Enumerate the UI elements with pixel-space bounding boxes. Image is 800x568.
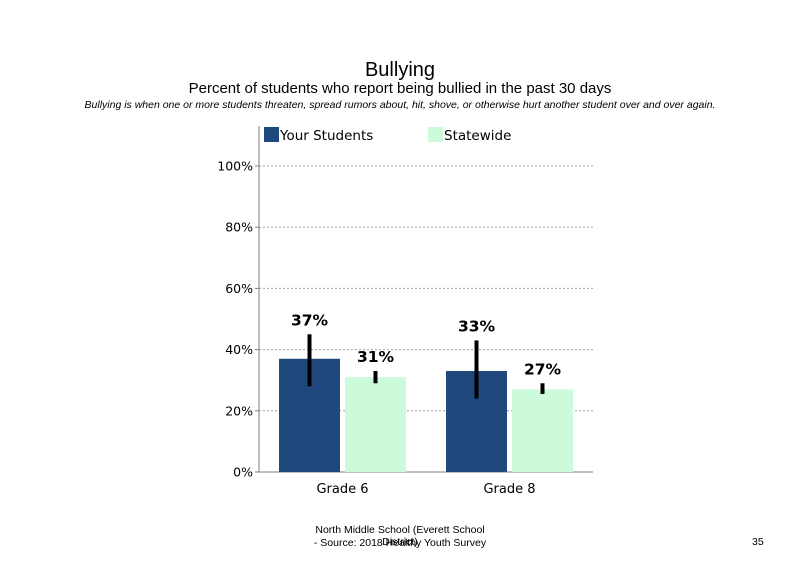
- y-tick-label: 60%: [225, 281, 253, 296]
- data-label: 33%: [458, 317, 496, 335]
- chart-title: Bullying: [364, 59, 436, 81]
- page-number: 35: [752, 536, 764, 548]
- bar: [345, 377, 406, 472]
- x-tick-label: Grade 6: [316, 482, 368, 497]
- legend-swatch: [428, 127, 443, 142]
- y-tick-label: 40%: [225, 342, 253, 357]
- y-tick-label: 100%: [217, 159, 253, 174]
- bar: [512, 389, 573, 472]
- legend-swatch: [264, 127, 279, 142]
- data-label: 31%: [357, 348, 395, 366]
- y-tick-label: 80%: [225, 220, 253, 235]
- chart-note: Bullying is when one or more students th…: [84, 99, 716, 111]
- x-tick-label: Grade 8: [483, 482, 535, 497]
- y-tick-label: 0%: [233, 465, 253, 480]
- chart-subtitle: Percent of students who report being bul…: [188, 80, 612, 97]
- legend-label: Your Students: [279, 128, 373, 144]
- footer-school: North Middle School (Everett School Dist…: [315, 524, 485, 548]
- data-label: 27%: [524, 360, 562, 378]
- data-label: 37%: [291, 311, 329, 329]
- footer-source: - Source: 2018 Healthy Youth Survey: [313, 537, 487, 549]
- y-tick-label: 20%: [225, 403, 253, 418]
- legend-label: Statewide: [444, 128, 511, 144]
